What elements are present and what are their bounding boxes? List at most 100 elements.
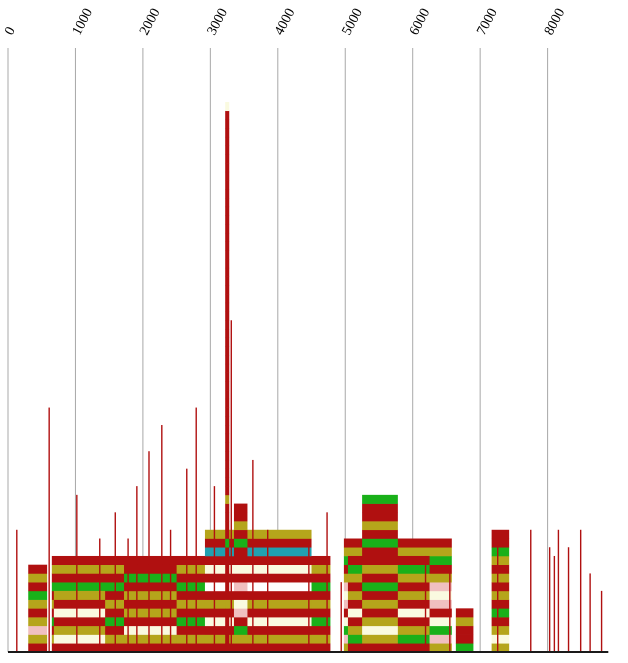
spike-0 [16, 529, 18, 652]
spike-25 [557, 529, 560, 652]
spike-20 [449, 573, 451, 652]
stacked-bars [28, 102, 510, 653]
bar-tower-5-level-50 [225, 206, 230, 216]
spike-5 [127, 538, 129, 652]
bar-tower-5-level-51 [225, 198, 230, 208]
bar-tower-4-level-2 [204, 625, 312, 635]
bar-tower-2-level-2 [53, 625, 106, 635]
bar-tower-5-level-37 [225, 320, 230, 330]
bar-tower-1-level-8 [51, 573, 331, 583]
bar-tower-6-level-0 [233, 643, 248, 653]
spike-9 [169, 529, 172, 652]
bar-tower-5-level-9 [225, 564, 230, 574]
bar-tower-11-level-13 [491, 529, 510, 539]
bar-tower-5-level-58 [225, 136, 230, 146]
bar-tower-5-level-28 [225, 398, 230, 408]
bar-tower-0-level-9 [28, 564, 48, 574]
bar-tower-5-level-26 [225, 416, 230, 426]
bar-tower-5-level-23 [225, 442, 230, 452]
bar-tower-4-level-12 [204, 538, 312, 548]
bar-tower-5-level-47 [225, 232, 230, 242]
bar-tower-5-level-52 [225, 189, 230, 199]
bar-tower-5-level-20 [225, 468, 230, 478]
spike-3 [99, 538, 101, 652]
bar-tower-11-level-2 [491, 625, 510, 635]
spike-28 [589, 573, 591, 652]
spike-6 [136, 486, 138, 652]
bar-tower-9-level-16 [362, 503, 398, 513]
spike-8 [161, 425, 163, 652]
bar-tower-6-level-3 [233, 617, 248, 627]
bar-tower-11-level-12 [491, 538, 510, 548]
bar-tower-3-level-7 [124, 582, 177, 592]
bar-tower-11-level-6 [491, 590, 510, 600]
tick-label-8000: 8000 [542, 6, 568, 38]
bar-tower-5-level-2 [225, 625, 230, 635]
bar-tower-5-level-44 [225, 259, 230, 269]
tick-label-5000: 5000 [340, 6, 366, 38]
spike-13 [230, 320, 232, 652]
bar-tower-1-level-6 [51, 590, 331, 600]
bar-tower-6-level-16 [233, 503, 248, 513]
bar-tower-11-level-4 [491, 608, 510, 618]
bar-tower-6-level-15 [233, 512, 248, 522]
bar-tower-5-level-54 [225, 171, 230, 181]
bar-tower-1-level-3 [51, 617, 331, 627]
bar-tower-6-level-14 [233, 521, 248, 531]
bar-tower-6-level-8 [233, 573, 248, 583]
bar-tower-4-level-9 [204, 564, 312, 574]
bar-tower-9-level-10 [362, 555, 398, 565]
tick-label-4000: 4000 [272, 6, 298, 38]
bar-tower-6-level-5 [233, 599, 248, 609]
bar-tower-11-level-1 [491, 634, 510, 644]
bar-tower-5-level-18 [225, 486, 230, 496]
bar-tower-1-level-0 [51, 643, 331, 653]
tick-label-6000: 6000 [407, 6, 433, 38]
bar-tower-6-level-9 [233, 564, 248, 574]
bar-tower-9-level-7 [362, 582, 398, 592]
bar-tower-5-level-16 [225, 503, 230, 513]
bar-tower-5-level-6 [225, 590, 230, 600]
bar-tower-5-level-36 [225, 328, 230, 339]
bar-tower-5-level-45 [225, 250, 230, 260]
bar-tower-11-level-0 [491, 643, 510, 653]
spike-10 [186, 468, 188, 652]
bar-tower-9-level-12 [362, 538, 398, 548]
bar-tower-5-level-43 [225, 267, 230, 277]
spike-18 [340, 582, 342, 652]
bar-tower-5-level-48 [225, 224, 230, 234]
bar-tower-10-level-3 [455, 617, 474, 627]
bar-tower-4-level-0 [204, 643, 312, 653]
bar-tower-5-level-35 [225, 337, 230, 347]
bar-tower-9-level-6 [362, 590, 398, 600]
bar-tower-4-level-4 [204, 608, 312, 618]
bar-tower-0-level-1 [28, 634, 48, 644]
spike-11 [195, 407, 197, 652]
bar-tower-6-level-12 [233, 538, 248, 548]
tick-label-0: 0 [2, 25, 19, 38]
spike-14 [252, 459, 254, 652]
tick-label-2000: 2000 [137, 6, 163, 38]
bar-tower-5-level-8 [225, 573, 230, 583]
bar-tower-10-level-0 [455, 643, 474, 653]
bar-tower-0-level-5 [28, 599, 48, 609]
tick-label-7000: 7000 [474, 6, 500, 38]
bar-tower-5-level-34 [225, 346, 230, 356]
spike-29 [600, 590, 603, 652]
bar-tower-5-level-32 [225, 363, 230, 373]
spike-12 [213, 486, 216, 652]
bar-tower-0-level-3 [28, 617, 48, 627]
bar-tower-3-level-1 [124, 634, 177, 644]
bar-tower-2-level-0 [53, 643, 106, 653]
bar-tower-5-level-13 [225, 529, 230, 539]
bar-tower-9-level-11 [362, 547, 398, 557]
bar-tower-5-level-53 [225, 180, 230, 190]
bar-tower-3-level-9 [124, 564, 177, 574]
bar-tower-5-level-59 [225, 128, 230, 138]
spike-26 [567, 547, 570, 652]
spike-16 [308, 547, 310, 652]
bar-tower-9-level-13 [362, 529, 398, 539]
bar-tower-5-level-33 [225, 355, 230, 365]
bar-tower-6-level-13 [233, 529, 248, 539]
bar-tower-4-level-11 [204, 547, 312, 557]
